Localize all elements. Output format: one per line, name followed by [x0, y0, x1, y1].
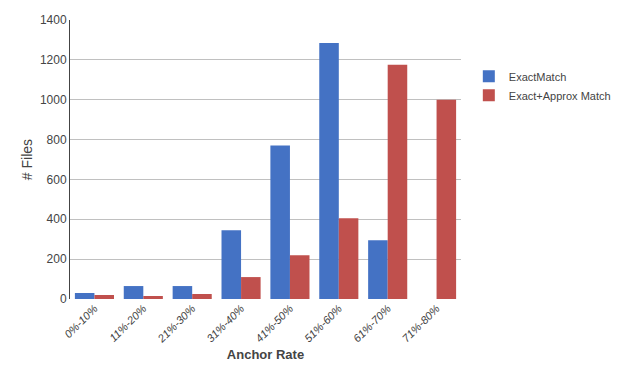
svg-text:1000: 1000: [40, 93, 67, 107]
svg-text:11%-20%: 11%-20%: [107, 302, 149, 344]
svg-text:21%-30%: 21%-30%: [155, 302, 198, 345]
svg-text:ExactMatch: ExactMatch: [509, 71, 566, 83]
svg-text:Exact+Approx Match: Exact+Approx Match: [509, 90, 611, 102]
svg-text:600: 600: [47, 173, 67, 187]
svg-text:71%-80%: 71%-80%: [400, 302, 442, 344]
svg-text:200: 200: [47, 252, 67, 266]
svg-text:Anchor Rate: Anchor Rate: [227, 347, 304, 362]
svg-text:1200: 1200: [40, 53, 67, 67]
svg-text:0: 0: [60, 292, 67, 306]
svg-text:31%-40%: 31%-40%: [204, 302, 246, 344]
svg-text:400: 400: [47, 212, 67, 226]
svg-text:800: 800: [47, 133, 67, 147]
svg-text:# Files: # Files: [19, 139, 35, 180]
svg-text:41%-50%: 41%-50%: [253, 302, 295, 344]
svg-text:0%-10%: 0%-10%: [62, 302, 100, 340]
svg-text:1400: 1400: [40, 13, 67, 27]
svg-text:51%-60%: 51%-60%: [302, 302, 344, 344]
svg-text:61%-70%: 61%-70%: [351, 302, 393, 344]
